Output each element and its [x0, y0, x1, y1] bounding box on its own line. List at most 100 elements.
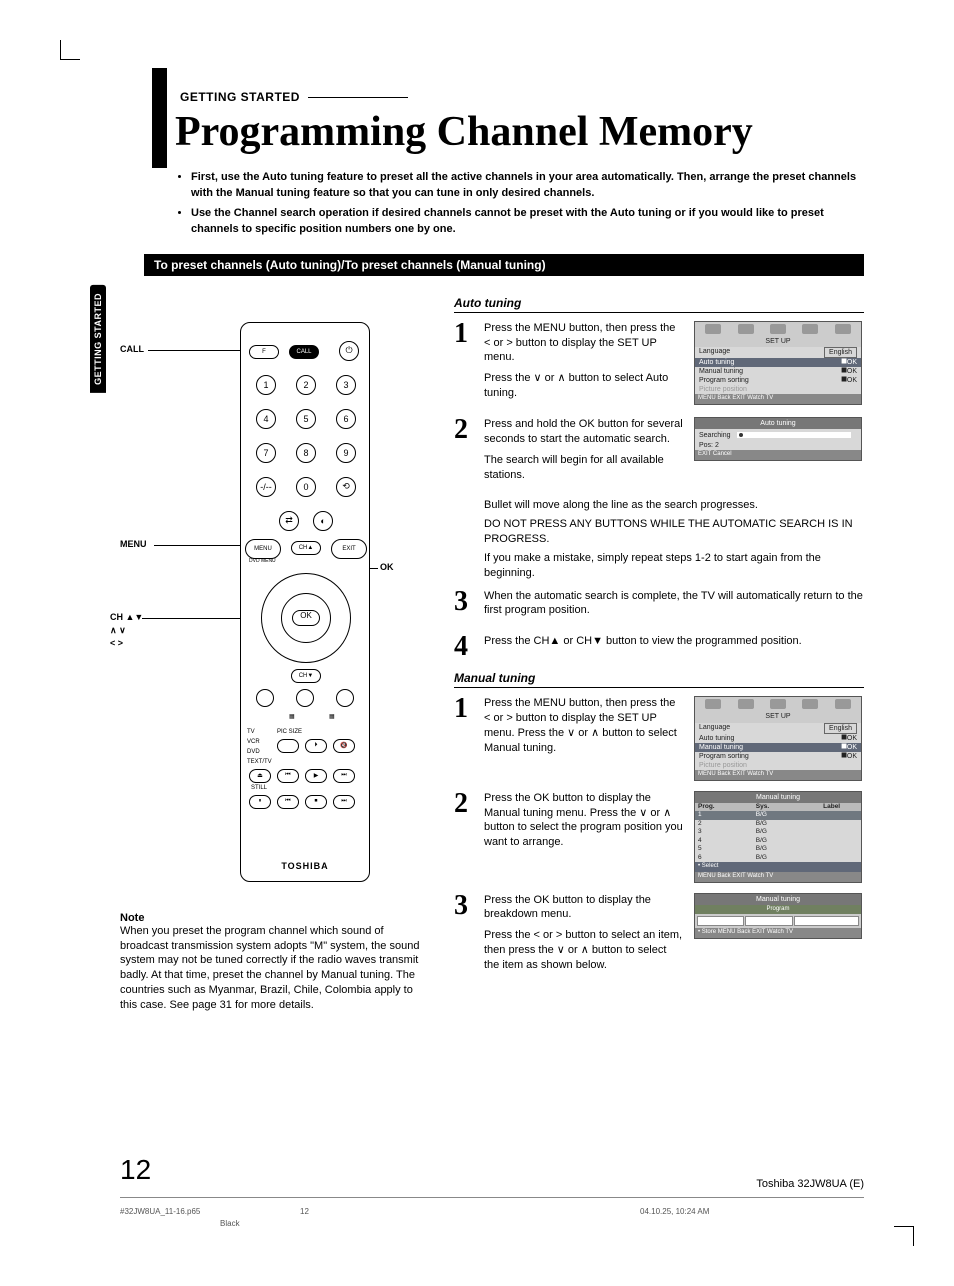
left-column: CALL MENU OK CH ▲▼ ∧ ∨ < > F CALL ⏻ 1 2 …: [120, 292, 430, 1013]
remote-diagram: CALL MENU OK CH ▲▼ ∧ ∨ < > F CALL ⏻ 1 2 …: [120, 322, 430, 882]
osd-title: Auto tuning: [695, 418, 861, 429]
footer-page-small: 12: [300, 1207, 309, 1216]
step-text: Press the MENU button, then press the < …: [484, 321, 684, 366]
remote-dvd-label: DVD: [247, 749, 260, 755]
osd-row-label: Program sorting: [699, 752, 749, 761]
cell: B/G: [753, 845, 802, 853]
osd-row-label: Auto tuning: [699, 358, 734, 367]
osd-field: [745, 916, 792, 926]
osd-row-value: ⯀OK: [841, 734, 857, 743]
callout-line: [142, 618, 242, 619]
remote-btn: ⏮: [277, 795, 299, 809]
remote-num-7: 7: [256, 443, 276, 463]
osd-footer: EXIT Cancel: [695, 450, 861, 460]
osd-foot-top: • Select: [695, 862, 861, 872]
step-text: Press and hold the OK button for several…: [484, 417, 684, 447]
intro-list: First, use the Auto tuning feature to pr…: [175, 170, 864, 238]
step-text: Press the OK button to display the break…: [484, 893, 684, 923]
step-text: Press the MENU button, then press the < …: [484, 696, 684, 755]
section-label: GETTING STARTED: [180, 90, 924, 104]
osd-title: SET UP: [695, 336, 861, 347]
side-tab: GETTING STARTED: [90, 285, 106, 393]
auto-step-1: 1 Press the MENU button, then press the …: [454, 321, 864, 407]
cell: 1: [695, 811, 753, 819]
remote-still-label: STILL: [251, 785, 267, 791]
osd-program-bar: Program: [695, 905, 861, 915]
note-heading: Note: [120, 912, 430, 924]
note-body: When you preset the program channel whic…: [120, 924, 430, 1013]
step-text: DO NOT PRESS ANY BUTTONS WHILE THE AUTOM…: [484, 517, 864, 547]
remote-num-8: 8: [296, 443, 316, 463]
progress-bar: [737, 432, 851, 438]
remote-dpad: OK: [261, 573, 351, 663]
step-text: Bullet will move along the line as the s…: [484, 498, 864, 513]
page-number: 12: [120, 1154, 151, 1186]
cell: 2: [695, 820, 753, 828]
remote-label-menu: MENU: [120, 539, 147, 549]
remote-num-0: 0: [296, 477, 316, 497]
manual-step-3: 3 Press the OK button to display the bre…: [454, 893, 864, 979]
osd-row-value: ⯀OK: [841, 376, 857, 385]
crop-mark: [894, 1226, 914, 1246]
osd-autotuning-progress: Auto tuning Searching Pos: 2 EXIT Cancel: [694, 417, 862, 461]
osd-title: Manual tuning: [695, 792, 861, 803]
remote-brand: TOSHIBA: [241, 861, 369, 871]
remote-power-button: ⏻: [339, 341, 359, 361]
osd-row-value: ⯀OK: [841, 367, 857, 376]
remote-label-call: CALL: [120, 344, 144, 354]
remote-chdn-button: CH▼: [291, 669, 321, 683]
footer-black: Black: [220, 1219, 240, 1228]
osd-footer: • Store MENU Back EXIT Watch TV: [695, 928, 861, 938]
footer-divider: [120, 1197, 864, 1198]
manual-step-1: 1 Press the MENU button, then press the …: [454, 696, 864, 780]
auto-step-2: 2 Press and hold the OK button for sever…: [454, 417, 864, 488]
osd-footer: MENU Back EXIT Watch TV: [695, 872, 861, 882]
osd-field: [697, 916, 744, 926]
osd-title: Manual tuning: [695, 894, 861, 905]
col-head: Sys.: [753, 803, 802, 811]
remote-exit-button: EXIT: [331, 539, 367, 559]
step-number: 2: [454, 417, 474, 488]
remote-label-ok: OK: [380, 562, 394, 572]
osd-row-value: ⯀OK: [841, 743, 857, 752]
col-head: Label: [802, 803, 861, 811]
accent-bar: [152, 68, 167, 168]
remote-num-9: 9: [336, 443, 356, 463]
cell: B/G: [753, 854, 802, 862]
cell: 3: [695, 828, 753, 836]
osd-row-label: Picture position: [699, 761, 747, 770]
osd-row-label: Language: [699, 723, 730, 734]
remote-icon: ▦: [329, 713, 335, 720]
remote-sound-icon: ◐: [313, 511, 333, 531]
auto-step-3: 3 When the automatic search is complete,…: [454, 589, 864, 625]
osd-footer: MENU Back EXIT Watch TV: [695, 394, 861, 404]
step-text: Press the < or > button to select an ite…: [484, 928, 684, 973]
auto-step-4: 4 Press the CH▲ or CH▼ button to view th…: [454, 634, 864, 659]
manual-step-2: 2 Press the OK button to display the Man…: [454, 791, 864, 883]
remote-swap-icon: ⇄: [279, 511, 299, 531]
osd-pos: Pos: 2: [695, 441, 861, 450]
manual-tuning-heading: Manual tuning: [454, 671, 864, 688]
remote-btn: ⏭: [333, 795, 355, 809]
remote-num-3: 3: [336, 375, 356, 395]
remote-dvdmenu-label: DVD MENU: [249, 559, 276, 564]
cell: B/G: [753, 820, 802, 828]
remote-btn: ⏸: [249, 795, 271, 809]
page-title: Programming Channel Memory: [175, 108, 864, 156]
osd-row-label: Auto tuning: [699, 734, 734, 743]
remote-btn: ⏮: [277, 769, 299, 783]
remote-return-icon: ⟲: [336, 477, 356, 497]
remote-small-btn: [336, 689, 354, 707]
remote-btn: ▶: [305, 769, 327, 783]
remote-btn: ⏵: [305, 739, 327, 753]
remote-vcr-label: VCR: [247, 739, 260, 745]
remote-num-5: 5: [296, 409, 316, 429]
osd-row-label: Picture position: [699, 385, 747, 394]
step-text: Press the ∨ or ∧ button to select Auto t…: [484, 371, 684, 401]
intro-bullet: Use the Channel search operation if desi…: [191, 206, 864, 238]
cell: B/G: [753, 828, 802, 836]
osd-row-label: Program sorting: [699, 376, 749, 385]
remote-num-1: 1: [256, 375, 276, 395]
footer-timestamp: 04.10.25, 10:24 AM: [640, 1207, 709, 1216]
osd-setup-manual: SET UP LanguageEnglish Auto tuning⯀OK Ma…: [694, 696, 862, 780]
